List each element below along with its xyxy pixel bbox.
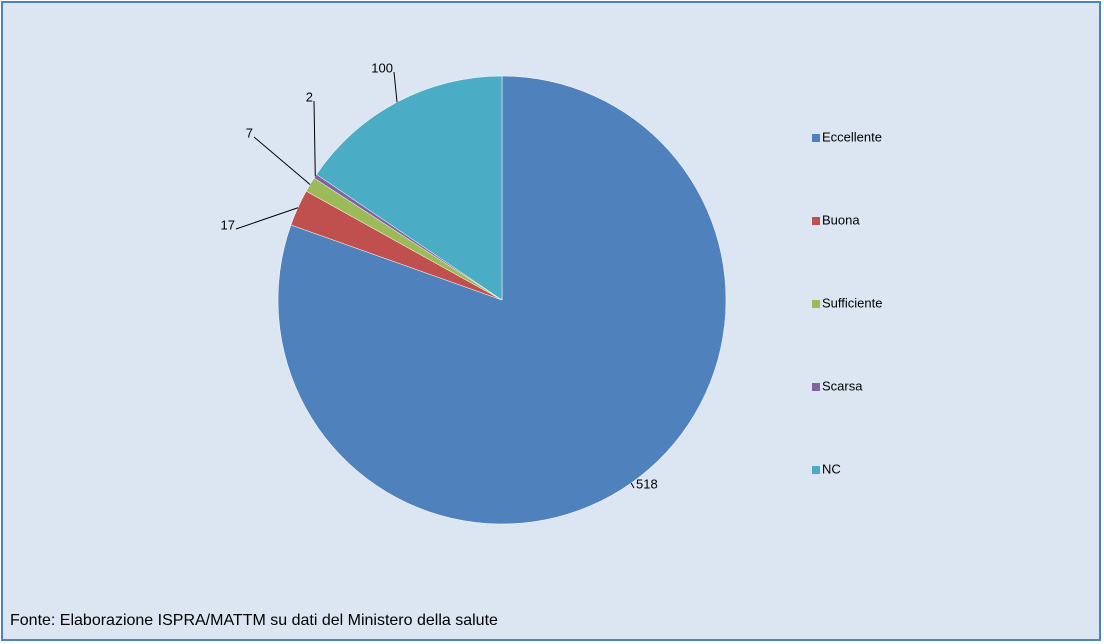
legend-label: Sufficiente [822, 295, 882, 310]
legend-swatch [812, 300, 820, 308]
leader-line [630, 482, 635, 489]
legend-swatch [812, 134, 820, 142]
leader-line [253, 136, 311, 185]
source-note: Fonte: Elaborazione ISPRA/MATTM su dati … [10, 612, 498, 629]
legend-swatch [812, 383, 820, 391]
legend-label: Buona [822, 212, 860, 227]
legend-label: Scarsa [822, 378, 863, 393]
legend-label: Eccellente [822, 129, 882, 144]
legend-swatch [812, 466, 820, 474]
data-label: 518 [636, 476, 658, 491]
leader-line [313, 100, 316, 177]
data-label: 7 [246, 125, 253, 140]
leader-line [393, 71, 398, 103]
pie-slice [316, 75, 503, 301]
leader-line [235, 207, 299, 230]
data-label: 100 [371, 60, 393, 75]
data-label: 17 [221, 217, 235, 232]
legend-label: NC [822, 461, 841, 476]
data-label: 2 [306, 89, 313, 104]
pie-slice [277, 75, 727, 525]
legend-swatch [812, 217, 820, 225]
